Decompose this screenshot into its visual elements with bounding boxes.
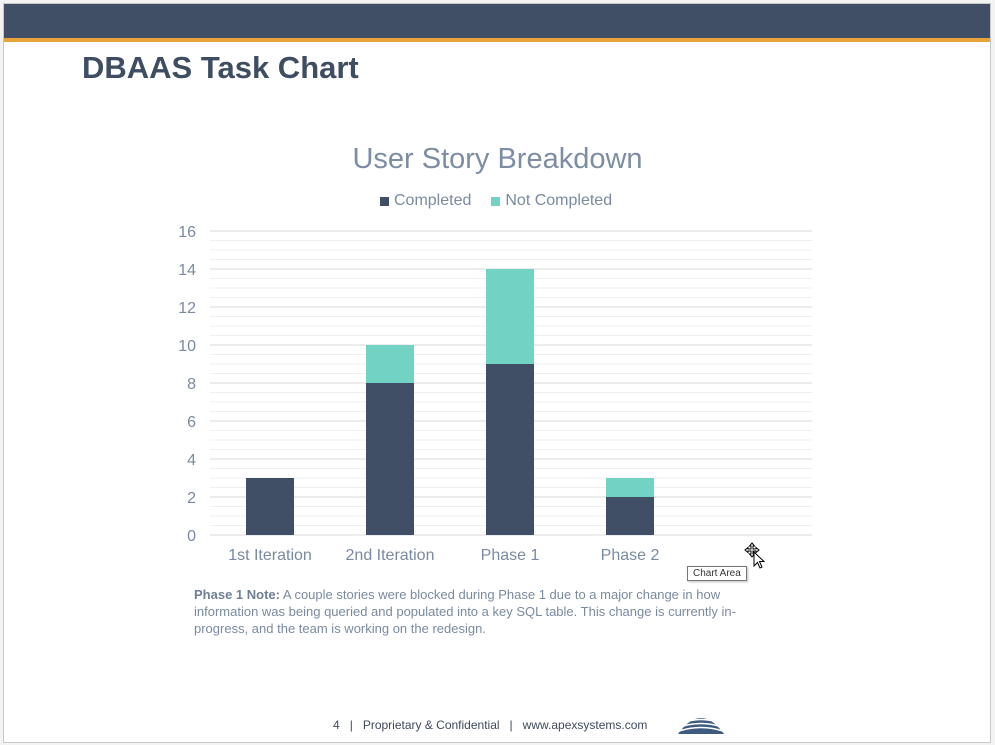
accent-line [4, 38, 990, 42]
phase1-note[interactable]: Phase 1 Note: A couple stories were bloc… [194, 586, 774, 637]
x-category-label: 1st Iteration [228, 547, 312, 564]
confidential-label: Proprietary & Confidential [362, 718, 500, 732]
legend-item-not-completed[interactable]: Not Completed [491, 192, 612, 210]
move-cursor-icon [744, 542, 766, 569]
chart-title[interactable]: User Story Breakdown [0, 143, 995, 176]
y-tick-label: 2 [187, 490, 196, 507]
y-tick-label: 4 [187, 452, 196, 469]
y-tick-label: 12 [178, 300, 196, 317]
bar-completed[interactable] [246, 478, 294, 535]
legend-item-completed[interactable]: Completed [380, 192, 471, 210]
website-link[interactable]: www.apexsystems.com [522, 718, 648, 732]
x-category-label: Phase 1 [481, 547, 540, 564]
y-tick-label: 6 [187, 414, 196, 431]
bar-not-completed[interactable] [366, 345, 414, 383]
legend-swatch-completed [380, 196, 389, 206]
header-bar [4, 4, 990, 38]
y-tick-label: 8 [187, 376, 196, 393]
legend-swatch-not-completed [491, 196, 501, 206]
chart-title-text: User Story Breakdown [352, 143, 643, 175]
legend-label-not-completed: Not Completed [505, 192, 613, 209]
apex-logo-icon [678, 718, 724, 734]
chart-legend[interactable]: Completed Not Completed [380, 192, 612, 210]
page-number: 4 [333, 718, 340, 732]
x-category-label: 2nd Iteration [346, 547, 435, 564]
bar-completed[interactable] [486, 364, 534, 535]
bar-not-completed[interactable] [486, 269, 534, 364]
note-label: Phase 1 Note: [194, 587, 280, 602]
footer-separator: | [349, 718, 353, 732]
bar-not-completed[interactable] [606, 478, 654, 497]
legend-label-completed: Completed [394, 192, 472, 209]
footer-separator: | [509, 718, 513, 732]
chart-area-tooltip: Chart Area [687, 566, 747, 581]
y-tick-label: 14 [178, 262, 196, 279]
bar-completed[interactable] [606, 497, 654, 535]
slide-title[interactable]: DBAAS Task Chart [82, 50, 359, 85]
footer: 4 | Proprietary & Confidential | www.ape… [333, 718, 647, 732]
bar-completed[interactable] [366, 383, 414, 535]
y-tick-label: 0 [187, 528, 196, 545]
x-category-label: Phase 2 [601, 547, 660, 564]
y-tick-label: 16 [178, 224, 196, 241]
note-text: A couple stories were blocked during Pha… [194, 587, 736, 636]
y-tick-label: 10 [178, 338, 196, 355]
